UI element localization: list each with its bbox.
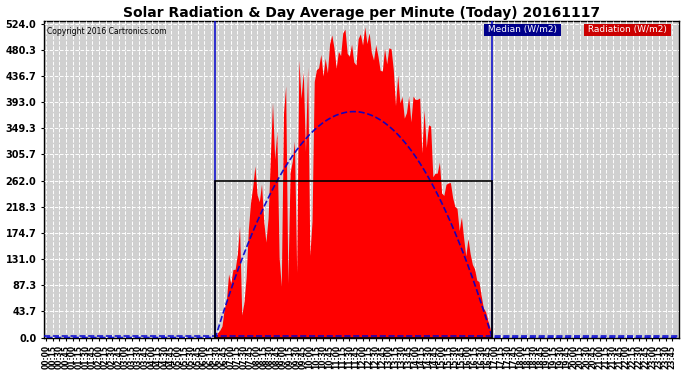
Bar xyxy=(215,181,492,338)
Text: Copyright 2016 Cartronics.com: Copyright 2016 Cartronics.com xyxy=(47,27,167,36)
Text: Radiation (W/m2): Radiation (W/m2) xyxy=(585,26,669,34)
Title: Solar Radiation & Day Average per Minute (Today) 20161117: Solar Radiation & Day Average per Minute… xyxy=(123,6,600,20)
Text: Median (W/m2): Median (W/m2) xyxy=(485,26,560,34)
